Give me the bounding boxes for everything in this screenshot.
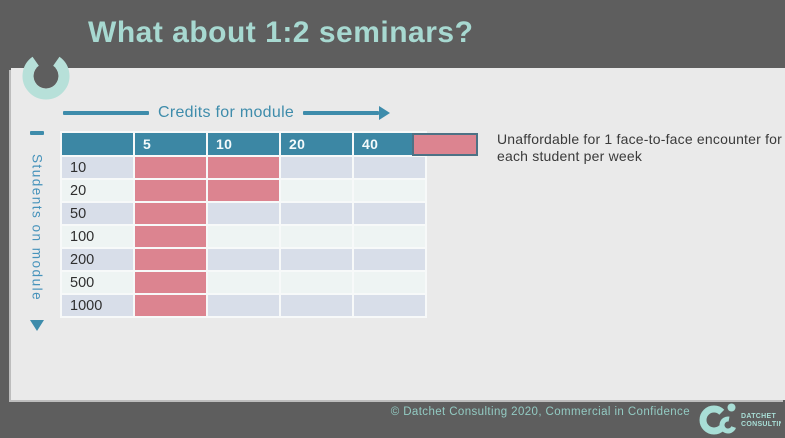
table-row: 50 <box>62 203 425 224</box>
column-header: 20 <box>281 133 352 155</box>
cell-affordable <box>208 249 279 270</box>
credits-students-table: 5 10 20 40 10 20 50 100 200 500 1000 <box>60 131 427 318</box>
cell-unaffordable <box>208 157 279 178</box>
cell-unaffordable <box>135 249 206 270</box>
cell-unaffordable <box>208 180 279 201</box>
cell-affordable <box>354 157 425 178</box>
slide-title: What about 1:2 seminars? <box>88 16 474 49</box>
x-axis-arrow <box>303 106 390 120</box>
y-axis: Students on module <box>27 131 47 331</box>
table-row: 100 <box>62 226 425 247</box>
logo-dot-icon <box>727 403 736 412</box>
cell-unaffordable <box>135 295 206 316</box>
row-header: 1000 <box>62 295 133 316</box>
row-header: 100 <box>62 226 133 247</box>
cell-affordable <box>208 226 279 247</box>
copyright-footer: © Datchet Consulting 2020, Commercial in… <box>390 406 690 418</box>
table-row: 200 <box>62 249 425 270</box>
corner-cell <box>62 133 133 155</box>
cell-affordable <box>281 203 352 224</box>
cell-unaffordable <box>135 272 206 293</box>
legend-label: Unaffordable for 1 face-to-face encounte… <box>497 131 783 164</box>
cell-affordable <box>208 272 279 293</box>
x-axis: Credits for module <box>63 102 390 124</box>
x-axis-label: Credits for module <box>158 104 295 121</box>
cell-affordable <box>354 249 425 270</box>
table-row: 1000 <box>62 295 425 316</box>
row-header: 10 <box>62 157 133 178</box>
y-axis-label: Students on module <box>29 153 45 302</box>
cell-affordable <box>208 295 279 316</box>
table-header-row: 5 10 20 40 <box>62 133 425 155</box>
row-header: 500 <box>62 272 133 293</box>
cell-affordable <box>281 249 352 270</box>
table-header: 5 10 20 40 <box>62 133 425 155</box>
cell-affordable <box>354 295 425 316</box>
cell-unaffordable <box>135 157 206 178</box>
logo-text-line2: CONSULTING <box>741 421 781 428</box>
cell-affordable <box>281 180 352 201</box>
column-header: 5 <box>135 133 206 155</box>
table-row: 10 <box>62 157 425 178</box>
cell-unaffordable <box>135 203 206 224</box>
legend-swatch <box>412 133 478 156</box>
column-header: 40 <box>354 133 425 155</box>
cell-affordable <box>281 157 352 178</box>
cell-affordable <box>281 226 352 247</box>
logo-text-line1: DATCHET <box>741 413 776 420</box>
cell-affordable <box>354 180 425 201</box>
x-axis-line-left <box>63 111 149 115</box>
matrix-body: 10 20 50 100 200 500 1000 <box>62 157 425 316</box>
cell-unaffordable <box>135 180 206 201</box>
column-header: 10 <box>208 133 279 155</box>
cell-affordable <box>281 295 352 316</box>
arrow-right-icon <box>379 106 390 120</box>
row-header: 50 <box>62 203 133 224</box>
y-axis-cap <box>30 131 44 135</box>
row-header: 20 <box>62 180 133 201</box>
table-row: 20 <box>62 180 425 201</box>
donut-decoration-icon <box>22 56 70 100</box>
cell-affordable <box>354 203 425 224</box>
cell-unaffordable <box>135 226 206 247</box>
arrow-down-icon <box>30 320 44 331</box>
logo-d-icon <box>699 405 725 435</box>
cell-affordable <box>354 226 425 247</box>
cell-affordable <box>354 272 425 293</box>
datchet-consulting-logo: DATCHET CONSULTING <box>699 403 781 435</box>
table-row: 500 <box>62 272 425 293</box>
cell-affordable <box>281 272 352 293</box>
logo-c-icon <box>719 416 736 434</box>
cell-affordable <box>208 203 279 224</box>
row-header: 200 <box>62 249 133 270</box>
